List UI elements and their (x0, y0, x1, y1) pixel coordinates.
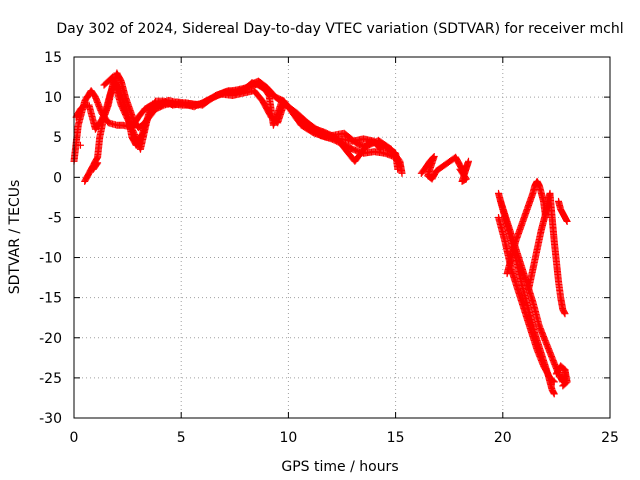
x-tick-label: 20 (494, 430, 512, 446)
data-point-track-e (456, 165, 464, 173)
data-point-track-k (563, 217, 571, 225)
y-tick-label: 5 (53, 130, 62, 146)
x-tick-label: 25 (601, 430, 619, 446)
data-point-track-k (559, 382, 567, 390)
data-point-track-f (550, 390, 558, 398)
data-point-track-c (398, 169, 406, 177)
y-tick-label: -25 (39, 371, 62, 387)
chart-title: Day 302 of 2024, Sidereal Day-to-day VTE… (56, 21, 623, 37)
data-point-track-d (94, 159, 102, 167)
data-point-track-d (93, 160, 101, 168)
grid-lines (74, 57, 610, 418)
data-point-track-j (561, 310, 569, 318)
x-tick-label: 10 (279, 430, 297, 446)
y-tick-label: -30 (39, 411, 62, 427)
data-point-track-g (549, 377, 557, 385)
y-tick-label: -5 (48, 210, 62, 226)
axis-tick-labels: 0 5 10 15 20 25 -30 -25 -20 -15 -10 -5 0 5 10 15 (39, 50, 619, 446)
x-tick-label: 15 (387, 430, 405, 446)
data-points (70, 69, 571, 398)
x-axis-label: GPS time / hours (281, 459, 398, 475)
y-axis-label: SDTVAR / TECUs (7, 180, 23, 295)
y-tick-label: 15 (44, 50, 62, 66)
y-tick-label: 0 (53, 170, 62, 186)
plot-frame (73, 56, 611, 419)
y-tick-label: -20 (39, 331, 62, 347)
data-point-track-e (457, 167, 465, 175)
data-point-track-k (560, 381, 568, 389)
y-tick-label: 10 (44, 90, 62, 106)
y-tick-label: -10 (39, 251, 62, 267)
data-point-track-d (76, 141, 84, 149)
data-point-track-d (83, 93, 91, 101)
x-tick-label: 5 (177, 430, 186, 446)
x-tick-label: 0 (70, 430, 79, 446)
data-point-track-g (550, 378, 558, 386)
y-tick-label: -15 (39, 291, 62, 307)
data-point-track-d (394, 165, 402, 173)
